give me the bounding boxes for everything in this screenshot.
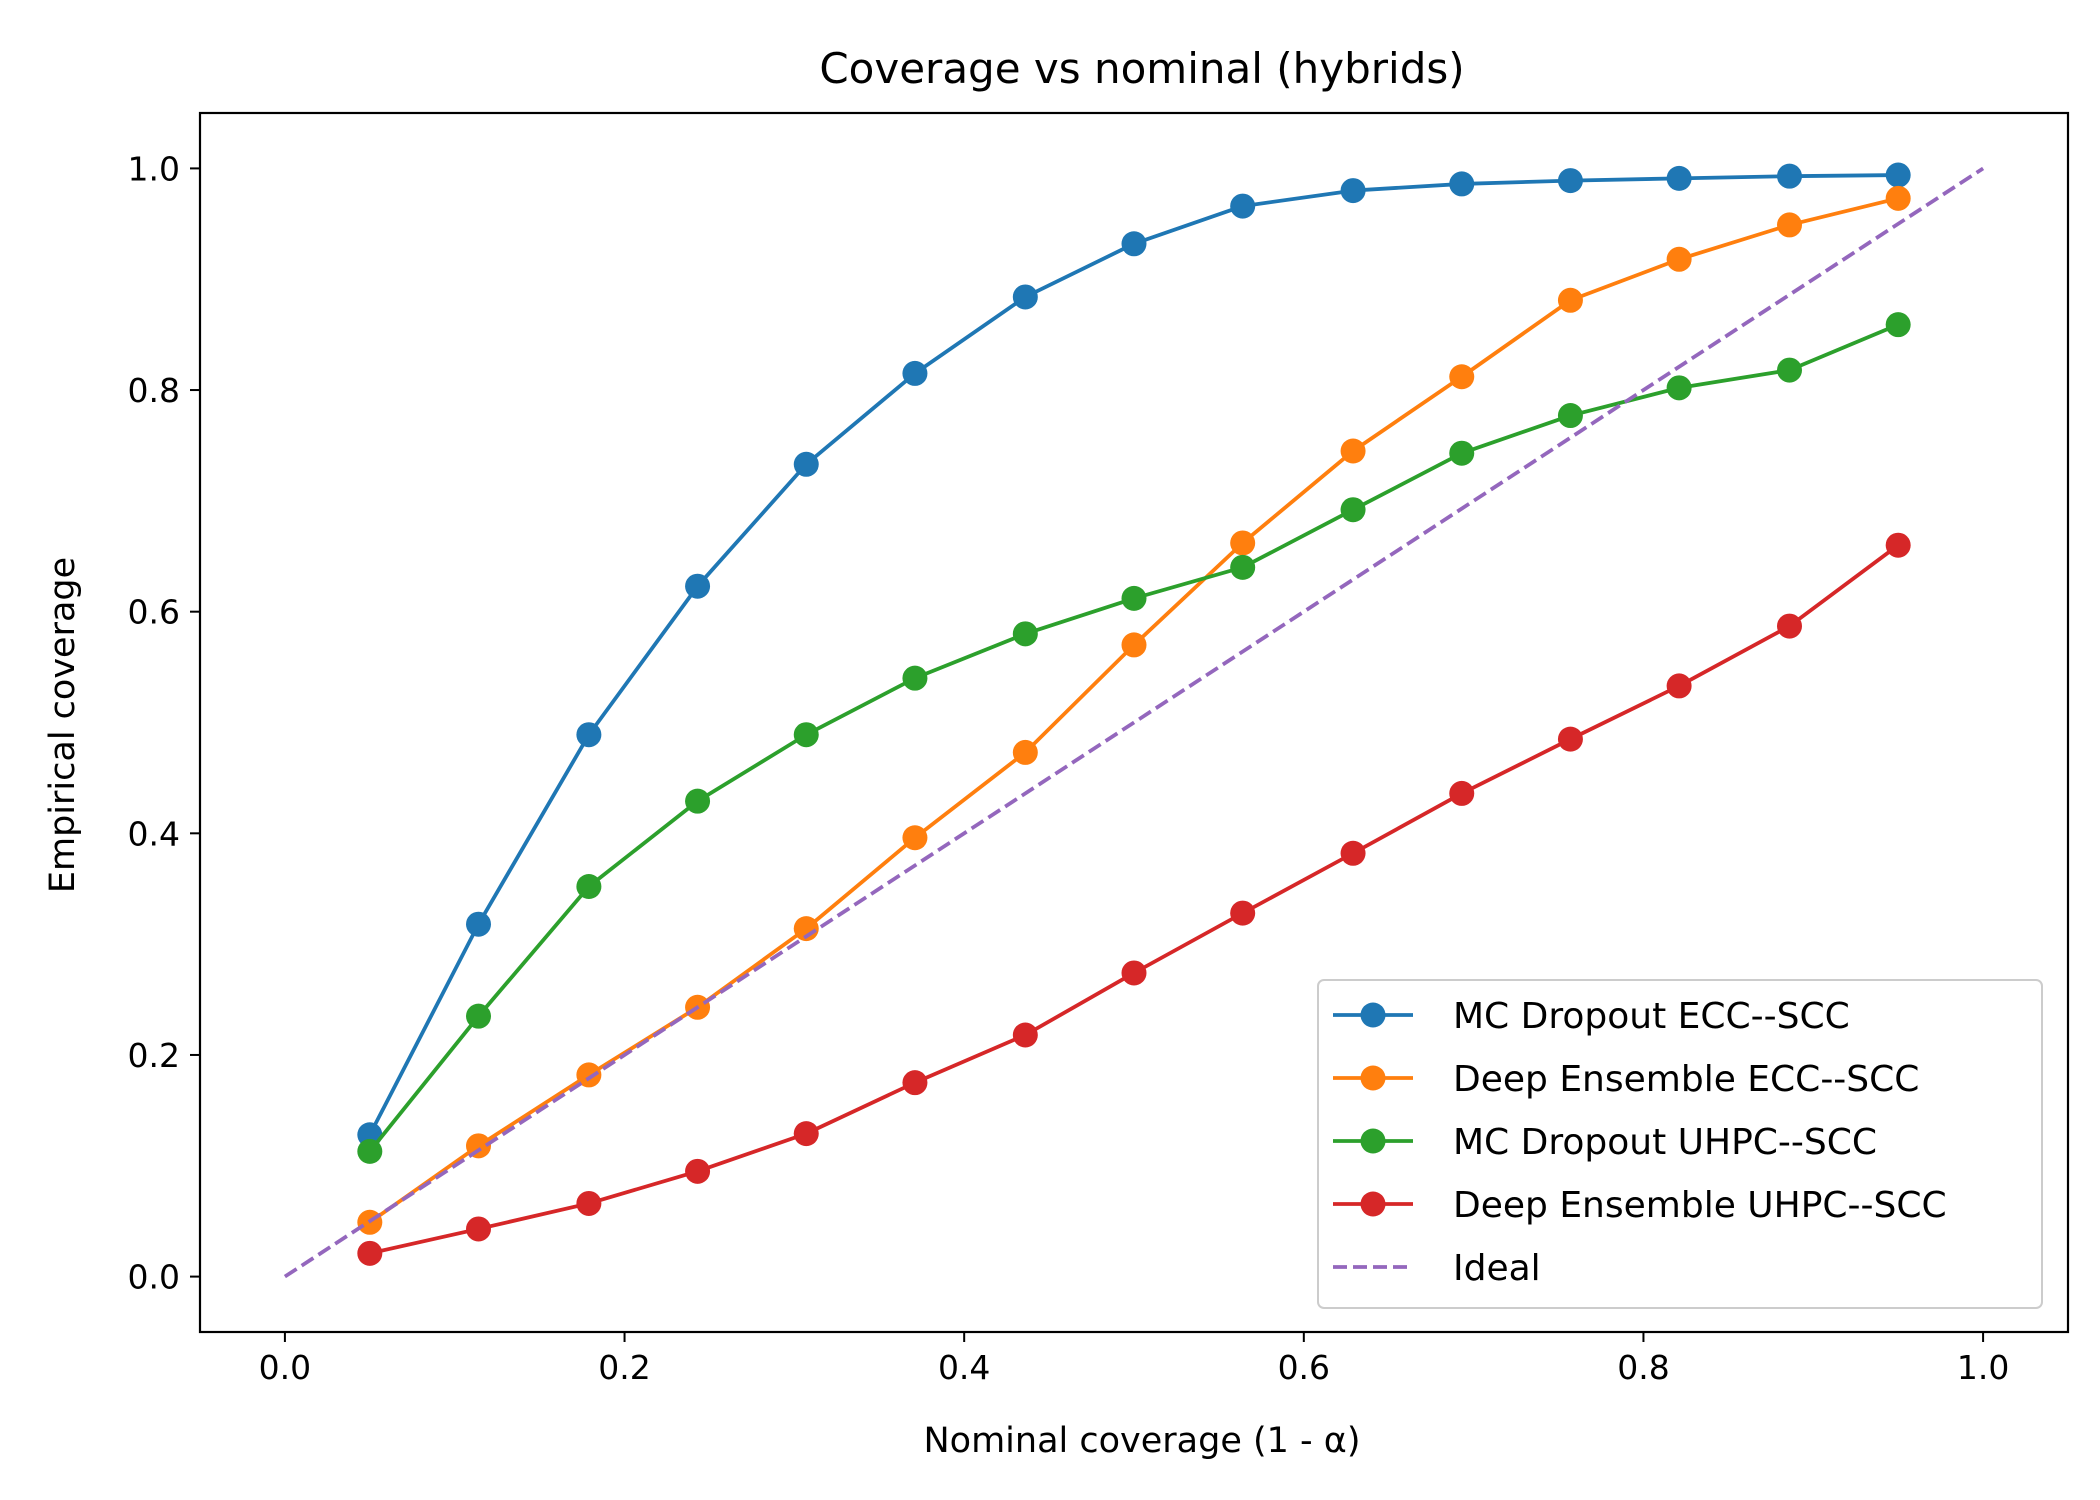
data-point	[1449, 780, 1475, 806]
series-layer	[283, 162, 1985, 1279]
legend-label: MC Dropout ECC--SCC	[1453, 996, 1850, 1037]
legend-swatch-marker	[1360, 1002, 1386, 1028]
legend-label: Deep Ensemble UHPC--SCC	[1453, 1185, 1947, 1226]
y-axis-label: Empirical coverage	[43, 557, 83, 893]
data-point	[793, 1121, 819, 1147]
series-line	[283, 166, 1985, 1279]
data-point	[1121, 585, 1147, 611]
x-tick-label: 0.0	[259, 1348, 311, 1387]
data-point	[1449, 364, 1475, 390]
data-point	[1012, 739, 1038, 765]
data-point	[685, 573, 711, 599]
data-point	[1885, 312, 1911, 338]
data-point	[1557, 287, 1583, 313]
legend: MC Dropout ECC--SCC Deep Ensemble ECC--SC…	[1317, 979, 2043, 1309]
data-point	[1449, 440, 1475, 466]
legend-frame	[1317, 979, 2043, 1309]
data-point	[1557, 403, 1583, 429]
x-axis-ticks: 0.0 0.2 0.4 0.6 0.8 1.0	[259, 1332, 2009, 1387]
data-point	[1557, 168, 1583, 194]
y-tick-label: 0.4	[128, 814, 180, 853]
y-tick-label: 0.2	[128, 1036, 180, 1075]
data-point	[1121, 231, 1147, 257]
data-point	[1666, 673, 1692, 699]
legend-entry-deep-ensemble-uhpc-scc: Deep Ensemble UHPC--SCC	[1333, 1185, 1947, 1226]
plot-area: 0.0 0.2 0.4 0.6 0.8 1.0 0.0 0.2 0.4 0.6 0.8 1.0	[128, 111, 2070, 1387]
axes-frame	[198, 111, 2070, 1334]
series-deep-ensemble-uhpc-scc	[357, 532, 1911, 1266]
legend-label: MC Dropout UHPC--SCC	[1453, 1122, 1877, 1163]
data-point	[466, 911, 492, 937]
data-point	[902, 1070, 928, 1096]
legend-label: Deep Ensemble ECC--SCC	[1453, 1059, 1919, 1100]
y-tick-label: 1.0	[128, 149, 180, 188]
data-point	[1012, 1022, 1038, 1048]
data-point	[1776, 163, 1802, 189]
data-point	[902, 665, 928, 691]
legend-swatch-marker	[1360, 1128, 1386, 1154]
data-point	[466, 1216, 492, 1242]
x-tick-label: 0.2	[598, 1348, 650, 1387]
data-point	[1230, 193, 1256, 219]
x-tick-label: 1.0	[1957, 1348, 2009, 1387]
chart-title: Coverage vs nominal (hybrids)	[819, 44, 1464, 93]
data-point	[793, 916, 819, 942]
y-tick-label: 0.6	[128, 593, 180, 632]
legend-entry-ideal: Ideal	[1333, 1248, 1541, 1289]
data-point	[357, 1240, 383, 1266]
data-point	[576, 874, 602, 900]
series-mc-dropout-uhpc-scc	[357, 312, 1911, 1164]
legend-entry-mc-dropout-uhpc-scc: MC Dropout UHPC--SCC	[1333, 1122, 1877, 1163]
data-point	[466, 1003, 492, 1029]
data-point	[1885, 162, 1911, 188]
data-point	[357, 1138, 383, 1164]
data-point	[1121, 632, 1147, 658]
x-tick-label: 0.6	[1278, 1348, 1330, 1387]
x-tick-label: 0.8	[1617, 1348, 1669, 1387]
y-tick-label: 0.8	[128, 371, 180, 410]
legend-entry-deep-ensemble-ecc-scc: Deep Ensemble ECC--SCC	[1333, 1059, 1919, 1100]
data-point	[1666, 165, 1692, 191]
data-point	[902, 825, 928, 851]
data-point	[1012, 284, 1038, 310]
data-point	[793, 722, 819, 748]
legend-label: Ideal	[1453, 1248, 1541, 1289]
data-point	[1340, 497, 1366, 523]
data-point	[1230, 530, 1256, 556]
y-tick-label: 0.0	[128, 1258, 180, 1297]
data-point	[576, 722, 602, 748]
data-point	[1666, 375, 1692, 401]
data-point	[1340, 178, 1366, 204]
data-point	[793, 451, 819, 477]
data-point	[1776, 212, 1802, 238]
series-ideal	[283, 166, 1985, 1279]
data-point	[1885, 532, 1911, 558]
data-point	[1885, 185, 1911, 211]
y-axis-ticks: 0.0 0.2 0.4 0.6 0.8 1.0	[128, 149, 200, 1297]
data-point	[685, 788, 711, 814]
data-point	[1121, 960, 1147, 986]
legend-swatch-marker	[1360, 1191, 1386, 1217]
data-point	[1230, 900, 1256, 926]
legend-swatch-marker	[1360, 1065, 1386, 1091]
data-point	[1230, 554, 1256, 580]
data-point	[1776, 357, 1802, 383]
data-point	[1340, 840, 1366, 866]
x-tick-label: 0.4	[938, 1348, 990, 1387]
data-point	[1666, 246, 1692, 272]
data-point	[1340, 438, 1366, 464]
x-axis-label: Nominal coverage (1 - α)	[923, 1421, 1360, 1461]
data-point	[576, 1190, 602, 1216]
data-point	[576, 1062, 602, 1088]
data-point	[902, 360, 928, 386]
legend-entry-mc-dropout-ecc-scc: MC Dropout ECC--SCC	[1333, 996, 1850, 1037]
data-point	[1449, 171, 1475, 197]
data-point	[1776, 613, 1802, 639]
data-point	[1557, 726, 1583, 752]
data-point	[685, 1158, 711, 1184]
data-point	[1012, 621, 1038, 647]
